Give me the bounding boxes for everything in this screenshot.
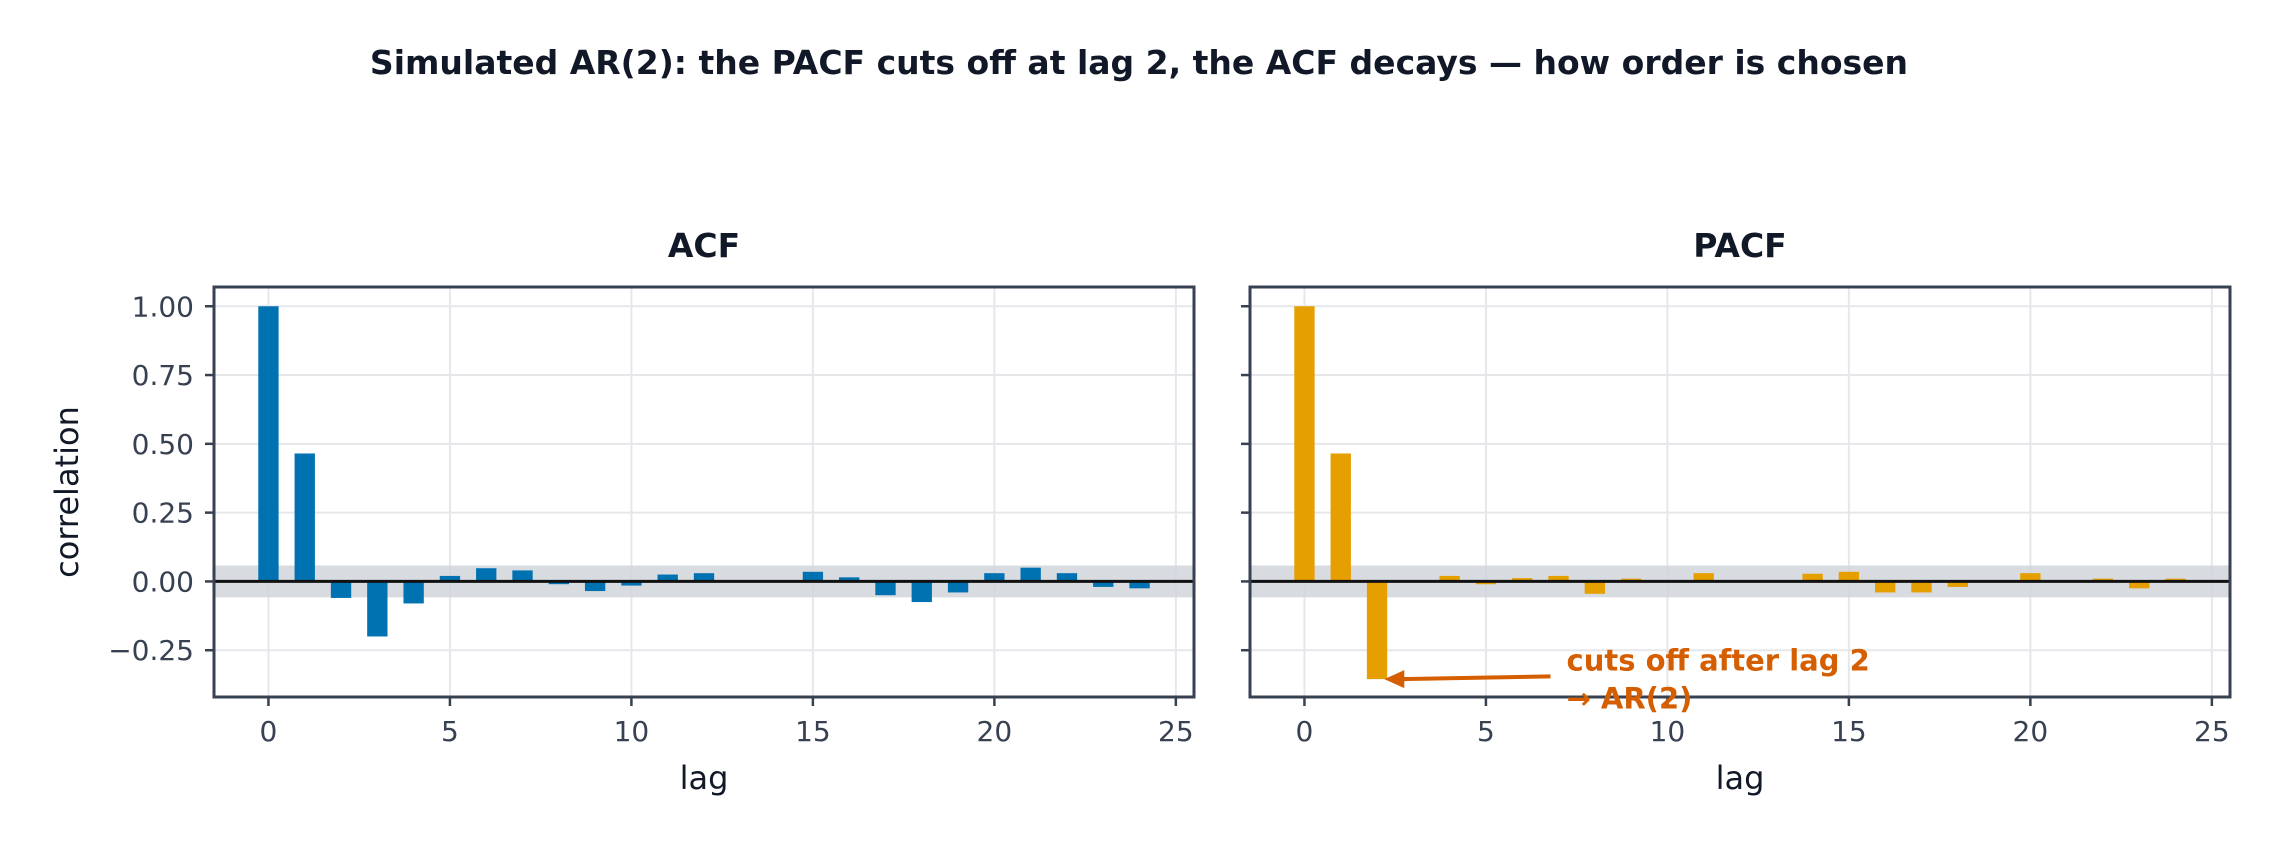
x-tick-label: 20 bbox=[977, 715, 1013, 748]
y-tick-label: 0.00 bbox=[132, 565, 194, 598]
x-tick-label: 15 bbox=[795, 715, 831, 748]
x-tick-label: 25 bbox=[1158, 715, 1194, 748]
bar-lag-4 bbox=[403, 581, 424, 604]
bar-lag-11 bbox=[1693, 573, 1714, 582]
bar-lag-14 bbox=[1802, 573, 1823, 582]
bar-lag-0 bbox=[1294, 306, 1315, 582]
bar-lag-6 bbox=[476, 568, 497, 582]
bar-lag-23 bbox=[2129, 581, 2150, 589]
panel-acf: 0 5 10 15 20 25 −0.25 0.00 0.25 0.50 0.75 1.00 ACF la… bbox=[48, 226, 1196, 797]
bar-lag-17 bbox=[1911, 581, 1932, 593]
annotation-arrowhead bbox=[1384, 670, 1405, 689]
bar-lag-5 bbox=[439, 575, 461, 582]
bar-lag-22 bbox=[1056, 573, 1078, 582]
y-tick-label: 0.75 bbox=[132, 359, 194, 392]
x-tick-label: 0 bbox=[260, 715, 278, 748]
bar-lag-15 bbox=[802, 571, 824, 582]
bar-lag-8 bbox=[1584, 581, 1605, 594]
y-tick-label: −0.25 bbox=[108, 634, 194, 667]
bar-lag-4 bbox=[1439, 575, 1460, 582]
annotation-arrow-line bbox=[1400, 674, 1551, 682]
bar-lag-9 bbox=[584, 581, 606, 592]
panel-title: PACF bbox=[1693, 226, 1786, 265]
annotation-text: → AR(2) bbox=[1567, 681, 1693, 715]
figure-title: Simulated AR(2): the PACF cuts off at la… bbox=[370, 43, 1908, 82]
y-tick-label: 0.50 bbox=[132, 428, 194, 461]
bar-lag-20 bbox=[2020, 573, 2041, 582]
bar-lag-7 bbox=[1548, 575, 1569, 582]
x-tick-label: 10 bbox=[614, 715, 650, 748]
bar-lag-16 bbox=[839, 577, 860, 582]
bar-lag-16 bbox=[1875, 581, 1896, 593]
panel-title: ACF bbox=[668, 226, 740, 265]
bar-lag-2 bbox=[330, 581, 352, 598]
bar-lag-15 bbox=[1838, 571, 1860, 582]
x-tick-label: 5 bbox=[1477, 715, 1495, 748]
bar-lag-0 bbox=[258, 306, 279, 582]
x-axis-label: lag bbox=[1716, 759, 1765, 797]
bar-lag-17 bbox=[875, 581, 896, 596]
x-tick-label: 0 bbox=[1296, 715, 1314, 748]
plot-area bbox=[1250, 287, 2230, 697]
bar-lag-24 bbox=[1129, 581, 1150, 589]
x-axis-label: lag bbox=[680, 759, 729, 797]
bar-lag-2 bbox=[1366, 581, 1388, 680]
bar-lag-12 bbox=[693, 573, 715, 582]
bar-lag-3 bbox=[367, 581, 388, 637]
panel-pacf: 0 5 10 15 20 25 PACF lag cuts off after lag 2 → A… bbox=[1241, 226, 2232, 797]
x-tick-label: 20 bbox=[2013, 715, 2049, 748]
axes-frame bbox=[1248, 285, 2232, 699]
bar-lag-6 bbox=[1512, 578, 1533, 582]
axes-frame bbox=[212, 285, 1196, 699]
annotation: cuts off after lag 2 → AR(2) bbox=[1384, 643, 1870, 715]
bar-lag-20 bbox=[984, 573, 1005, 582]
bar-lag-23 bbox=[1093, 581, 1114, 587]
plot-area bbox=[214, 287, 1194, 697]
y-tick-label: 0.25 bbox=[132, 497, 194, 530]
bar-lag-18 bbox=[1947, 581, 1968, 587]
bar-lag-1 bbox=[1330, 453, 1351, 582]
bar-lag-11 bbox=[657, 574, 678, 582]
y-tick-label: 1.00 bbox=[132, 290, 194, 323]
bar-lag-10 bbox=[621, 581, 642, 586]
bar-lag-7 bbox=[512, 570, 533, 582]
bar-lag-1 bbox=[294, 453, 315, 582]
x-tick-label: 25 bbox=[2194, 715, 2230, 748]
x-tick-label: 15 bbox=[1831, 715, 1867, 748]
annotation-text: cuts off after lag 2 bbox=[1567, 643, 1870, 677]
y-axis-label: correlation bbox=[48, 406, 86, 578]
x-tick-label: 10 bbox=[1650, 715, 1686, 748]
bar-lag-21 bbox=[1020, 567, 1041, 582]
bar-lag-19 bbox=[947, 581, 969, 593]
x-tick-label: 5 bbox=[441, 715, 459, 748]
bar-lag-18 bbox=[911, 581, 932, 603]
